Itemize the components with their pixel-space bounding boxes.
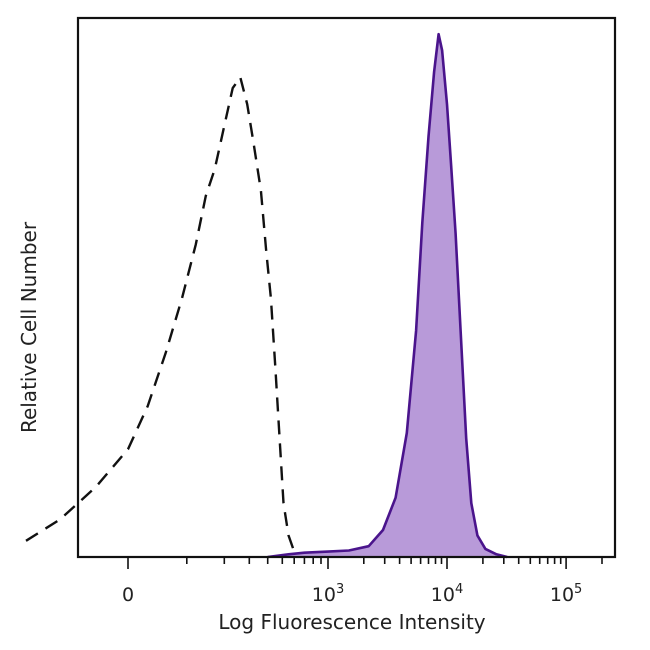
x-tick-labels: 0 103 104 105: [122, 582, 582, 606]
x-tick-label: 105: [550, 582, 582, 606]
x-tick-label: 104: [431, 582, 463, 606]
y-axis-label: Relative Cell Number: [17, 221, 41, 433]
series-1-line: [267, 32, 508, 559]
series-0-line: [25, 76, 296, 552]
x-tick-label: 0: [122, 584, 134, 606]
x-axis-label: Log Fluorescence Intensity: [218, 610, 485, 634]
plot-frame: [76, 16, 617, 559]
series-layer: [25, 32, 508, 559]
series-1-fill: [267, 34, 508, 557]
x-tick-marks: [127, 557, 603, 569]
x-tick-label: 103: [312, 582, 344, 606]
